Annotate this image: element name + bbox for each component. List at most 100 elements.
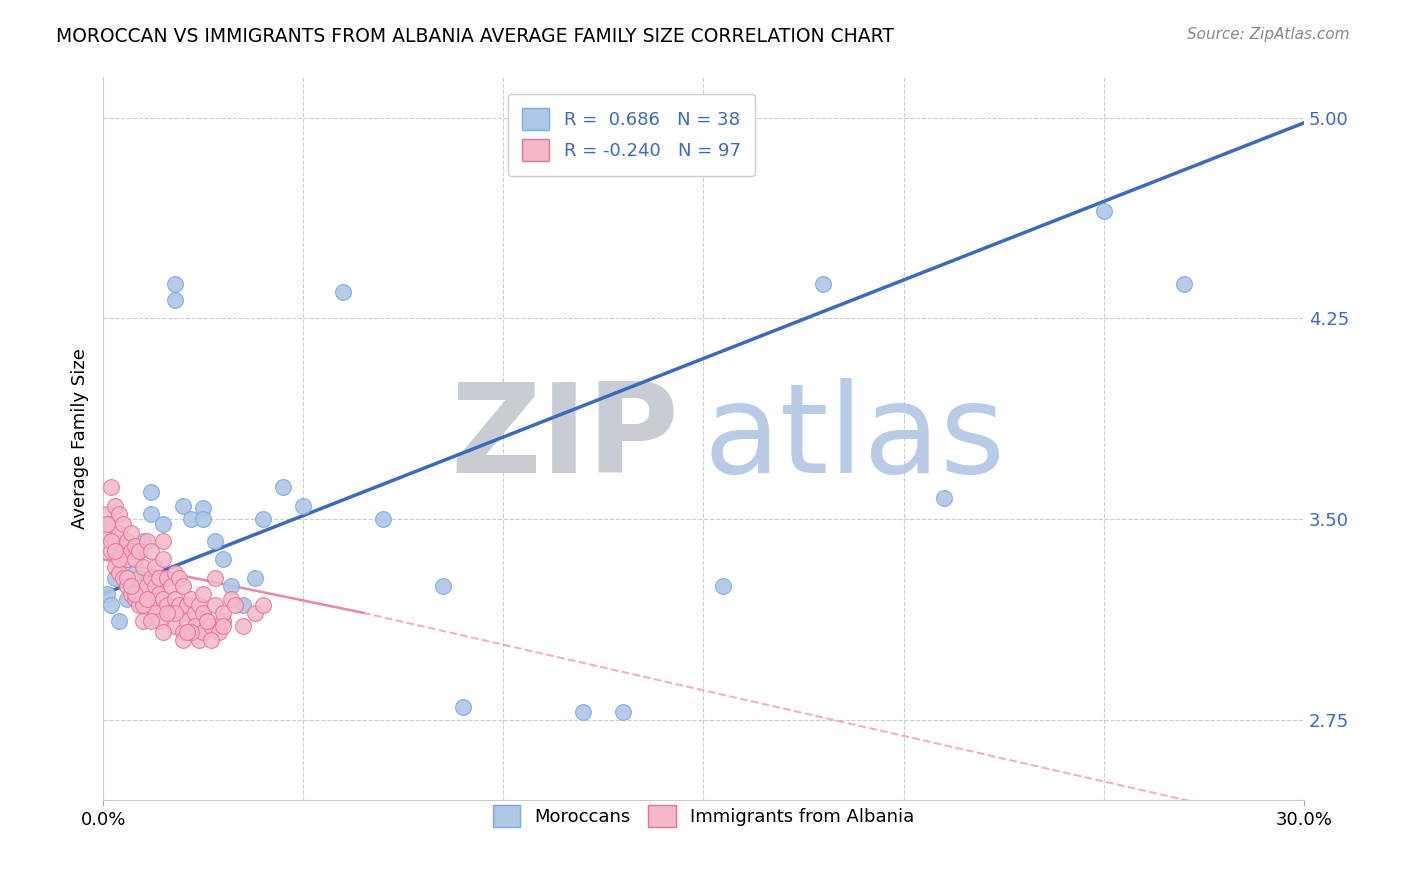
Point — [132, 560, 155, 574]
Point — [180, 592, 202, 607]
Y-axis label: Average Family Size: Average Family Size — [72, 349, 89, 529]
Point — [136, 592, 159, 607]
Point — [141, 507, 163, 521]
Point — [100, 544, 122, 558]
Point — [115, 571, 138, 585]
Point — [112, 539, 135, 553]
Point — [180, 624, 202, 639]
Point — [193, 624, 215, 639]
Point — [96, 525, 118, 540]
Point — [176, 624, 198, 639]
Point — [120, 579, 142, 593]
Point — [152, 592, 174, 607]
Point — [128, 544, 150, 558]
Point — [167, 571, 190, 585]
Point — [200, 632, 222, 647]
Point — [572, 705, 595, 719]
Point — [195, 614, 218, 628]
Point — [96, 507, 118, 521]
Point — [212, 606, 235, 620]
Point — [204, 533, 226, 548]
Point — [100, 533, 122, 548]
Point — [100, 480, 122, 494]
Point — [108, 614, 131, 628]
Point — [612, 705, 634, 719]
Point — [112, 560, 135, 574]
Point — [160, 579, 183, 593]
Point — [143, 606, 166, 620]
Text: atlas: atlas — [703, 378, 1005, 500]
Legend: Moroccans, Immigrants from Albania: Moroccans, Immigrants from Albania — [485, 798, 921, 835]
Point — [124, 587, 146, 601]
Point — [104, 533, 127, 548]
Point — [160, 606, 183, 620]
Point — [204, 571, 226, 585]
Point — [143, 560, 166, 574]
Point — [132, 587, 155, 601]
Text: MOROCCAN VS IMMIGRANTS FROM ALBANIA AVERAGE FAMILY SIZE CORRELATION CHART: MOROCCAN VS IMMIGRANTS FROM ALBANIA AVER… — [56, 27, 894, 45]
Point — [176, 598, 198, 612]
Point — [204, 598, 226, 612]
Point — [108, 552, 131, 566]
Point — [148, 587, 170, 601]
Point — [96, 517, 118, 532]
Point — [193, 501, 215, 516]
Point — [180, 624, 202, 639]
Point — [1092, 204, 1115, 219]
Point — [271, 480, 294, 494]
Point — [128, 598, 150, 612]
Text: Source: ZipAtlas.com: Source: ZipAtlas.com — [1187, 27, 1350, 42]
Point — [152, 552, 174, 566]
Point — [148, 571, 170, 585]
Point — [176, 614, 198, 628]
Point — [212, 614, 235, 628]
Point — [193, 512, 215, 526]
Point — [193, 606, 215, 620]
Point — [115, 533, 138, 548]
Point — [120, 544, 142, 558]
Point — [195, 614, 218, 628]
Point — [104, 544, 127, 558]
Point — [120, 525, 142, 540]
Point — [128, 544, 150, 558]
Point — [373, 512, 395, 526]
Point — [143, 579, 166, 593]
Point — [152, 624, 174, 639]
Point — [136, 579, 159, 593]
Point — [152, 517, 174, 532]
Point — [108, 525, 131, 540]
Point — [219, 579, 242, 593]
Point — [224, 598, 246, 612]
Point — [141, 544, 163, 558]
Point — [96, 587, 118, 601]
Point — [188, 598, 211, 612]
Point — [100, 517, 122, 532]
Point — [115, 592, 138, 607]
Point — [124, 566, 146, 580]
Point — [132, 614, 155, 628]
Point — [453, 699, 475, 714]
Point — [132, 533, 155, 548]
Point — [156, 598, 179, 612]
Point — [165, 619, 187, 633]
Point — [932, 491, 955, 505]
Point — [208, 624, 231, 639]
Point — [165, 277, 187, 291]
Point — [104, 571, 127, 585]
Point — [332, 285, 354, 299]
Point — [141, 598, 163, 612]
Point — [152, 533, 174, 548]
Point — [432, 579, 454, 593]
Point — [200, 619, 222, 633]
Point — [165, 566, 187, 580]
Point — [184, 619, 207, 633]
Point — [219, 592, 242, 607]
Text: ZIP: ZIP — [451, 378, 679, 500]
Point — [124, 592, 146, 607]
Point — [232, 619, 254, 633]
Point — [212, 619, 235, 633]
Point — [156, 606, 179, 620]
Point — [172, 632, 194, 647]
Point — [1173, 277, 1195, 291]
Point — [120, 587, 142, 601]
